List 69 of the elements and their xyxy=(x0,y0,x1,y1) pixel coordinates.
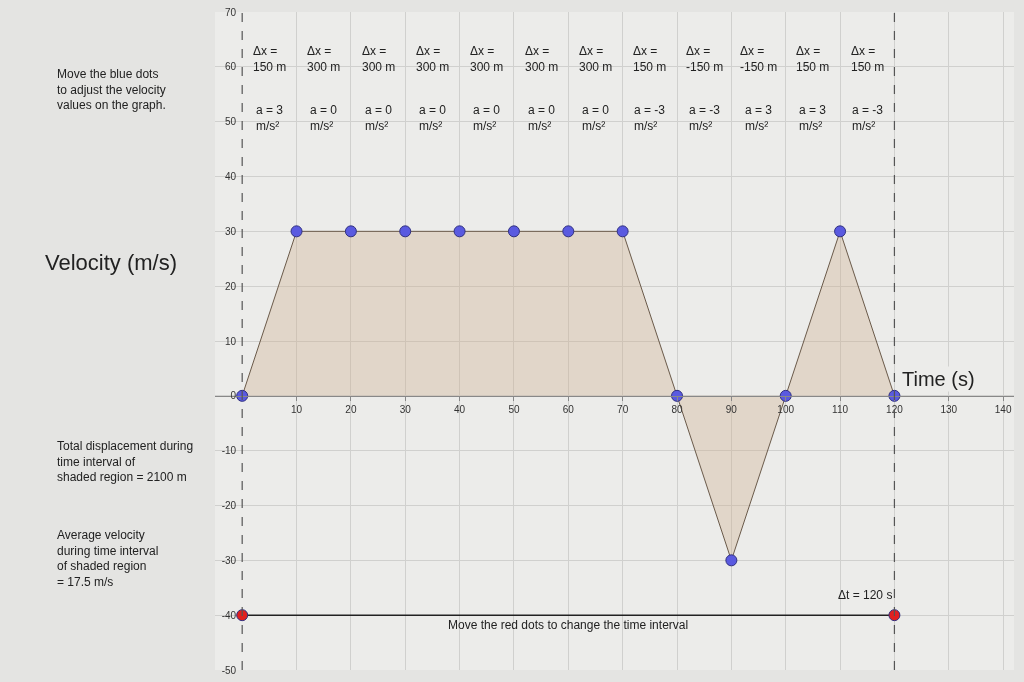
text: Total displacement during time interval of shaded region = 2100 m xyxy=(57,439,194,485)
text: Average velocity during time interval of shaded region = 17.5 m/s xyxy=(57,528,159,589)
annotation: a = 0 m/s² xyxy=(310,103,338,133)
x-tick-label: 60 xyxy=(562,403,575,415)
y-tick-label: -50 xyxy=(221,664,237,676)
point xyxy=(290,225,303,238)
y-tick-label: 50 xyxy=(225,116,237,128)
y-tick-label: -10 xyxy=(221,445,237,457)
x-tick-label: 110 xyxy=(832,403,849,415)
x-tick-label: 40 xyxy=(454,403,466,415)
x-tick-label: 30 xyxy=(399,403,412,415)
x-tick-label: 10 xyxy=(290,403,303,415)
y-tick-label: -30 xyxy=(221,554,237,566)
y-tick-label: 60 xyxy=(225,61,237,73)
annotation: Δx = 300 m xyxy=(525,44,559,74)
annotation: Δx = -150 m xyxy=(740,44,778,74)
annotation: a = 0 m/s² xyxy=(528,103,556,133)
annotation: a = -3 m/s² xyxy=(689,103,721,133)
annotation: Δt = 120 s xyxy=(838,588,893,602)
y-tick-label: 70 xyxy=(225,6,237,18)
annotation: Δx = 150 m xyxy=(633,44,667,74)
y-tick-label: 0 xyxy=(230,390,237,402)
x-tick-label: 50 xyxy=(508,403,520,415)
annotation: Δx = -150 m xyxy=(686,44,724,74)
annotation: Move the red dots to change the time interval xyxy=(448,618,689,632)
annotation: a = 3 m/s² xyxy=(745,103,773,133)
annotation: Δx = 300 m xyxy=(579,44,613,74)
y-tick-label: -40 xyxy=(221,609,237,621)
annotation: a = 0 m/s² xyxy=(473,103,501,133)
y-tick-label: 40 xyxy=(225,171,237,182)
annotation: a = -3 m/s² xyxy=(634,103,666,133)
point xyxy=(236,609,249,622)
point xyxy=(562,225,575,238)
y-axis-title: Velocity (m/s) xyxy=(45,250,178,275)
x-tick-label: 70 xyxy=(617,403,629,415)
annotation: Δx = 150 m xyxy=(253,44,287,74)
y-tick-label: 30 xyxy=(225,225,237,237)
annotation: a = 0 m/s² xyxy=(419,103,447,133)
annotation: Δx = 300 m xyxy=(362,44,396,74)
annotation: a = 0 m/s² xyxy=(365,103,393,133)
y-tick-label: 10 xyxy=(225,335,237,347)
annotation: a = 3 m/s² xyxy=(799,103,827,133)
x-axis-title: Time (s) xyxy=(902,368,975,390)
y-tick-label: -20 xyxy=(221,500,237,511)
annotation: Δx = 150 m xyxy=(796,44,830,74)
point xyxy=(453,225,466,238)
y-tick-label: 20 xyxy=(225,280,237,292)
x-tick-label: 130 xyxy=(940,403,958,415)
point xyxy=(399,225,412,238)
point xyxy=(888,609,901,622)
annotation: Δx = 300 m xyxy=(470,44,504,74)
annotation: a = 3 m/s² xyxy=(256,103,284,133)
point xyxy=(507,225,520,238)
point xyxy=(725,554,738,567)
point xyxy=(834,225,847,238)
annotation: Δx = 300 m xyxy=(307,44,341,74)
x-tick-label: 20 xyxy=(345,403,357,415)
annotation: Δx = 150 m xyxy=(851,44,885,74)
x-tick-label: 80 xyxy=(671,403,684,415)
annotation: a = 0 m/s² xyxy=(582,103,610,133)
x-tick-label: 140 xyxy=(994,403,1012,415)
x-tick-label: 90 xyxy=(725,403,738,415)
annotation: a = -3 m/s² xyxy=(852,103,884,133)
text: Move the blue dots to adjust the velocity values on the graph. xyxy=(57,67,166,113)
annotation: Δx = 300 m xyxy=(416,44,450,74)
point xyxy=(344,225,357,238)
point xyxy=(616,225,629,238)
point xyxy=(779,389,792,402)
point xyxy=(671,389,684,402)
